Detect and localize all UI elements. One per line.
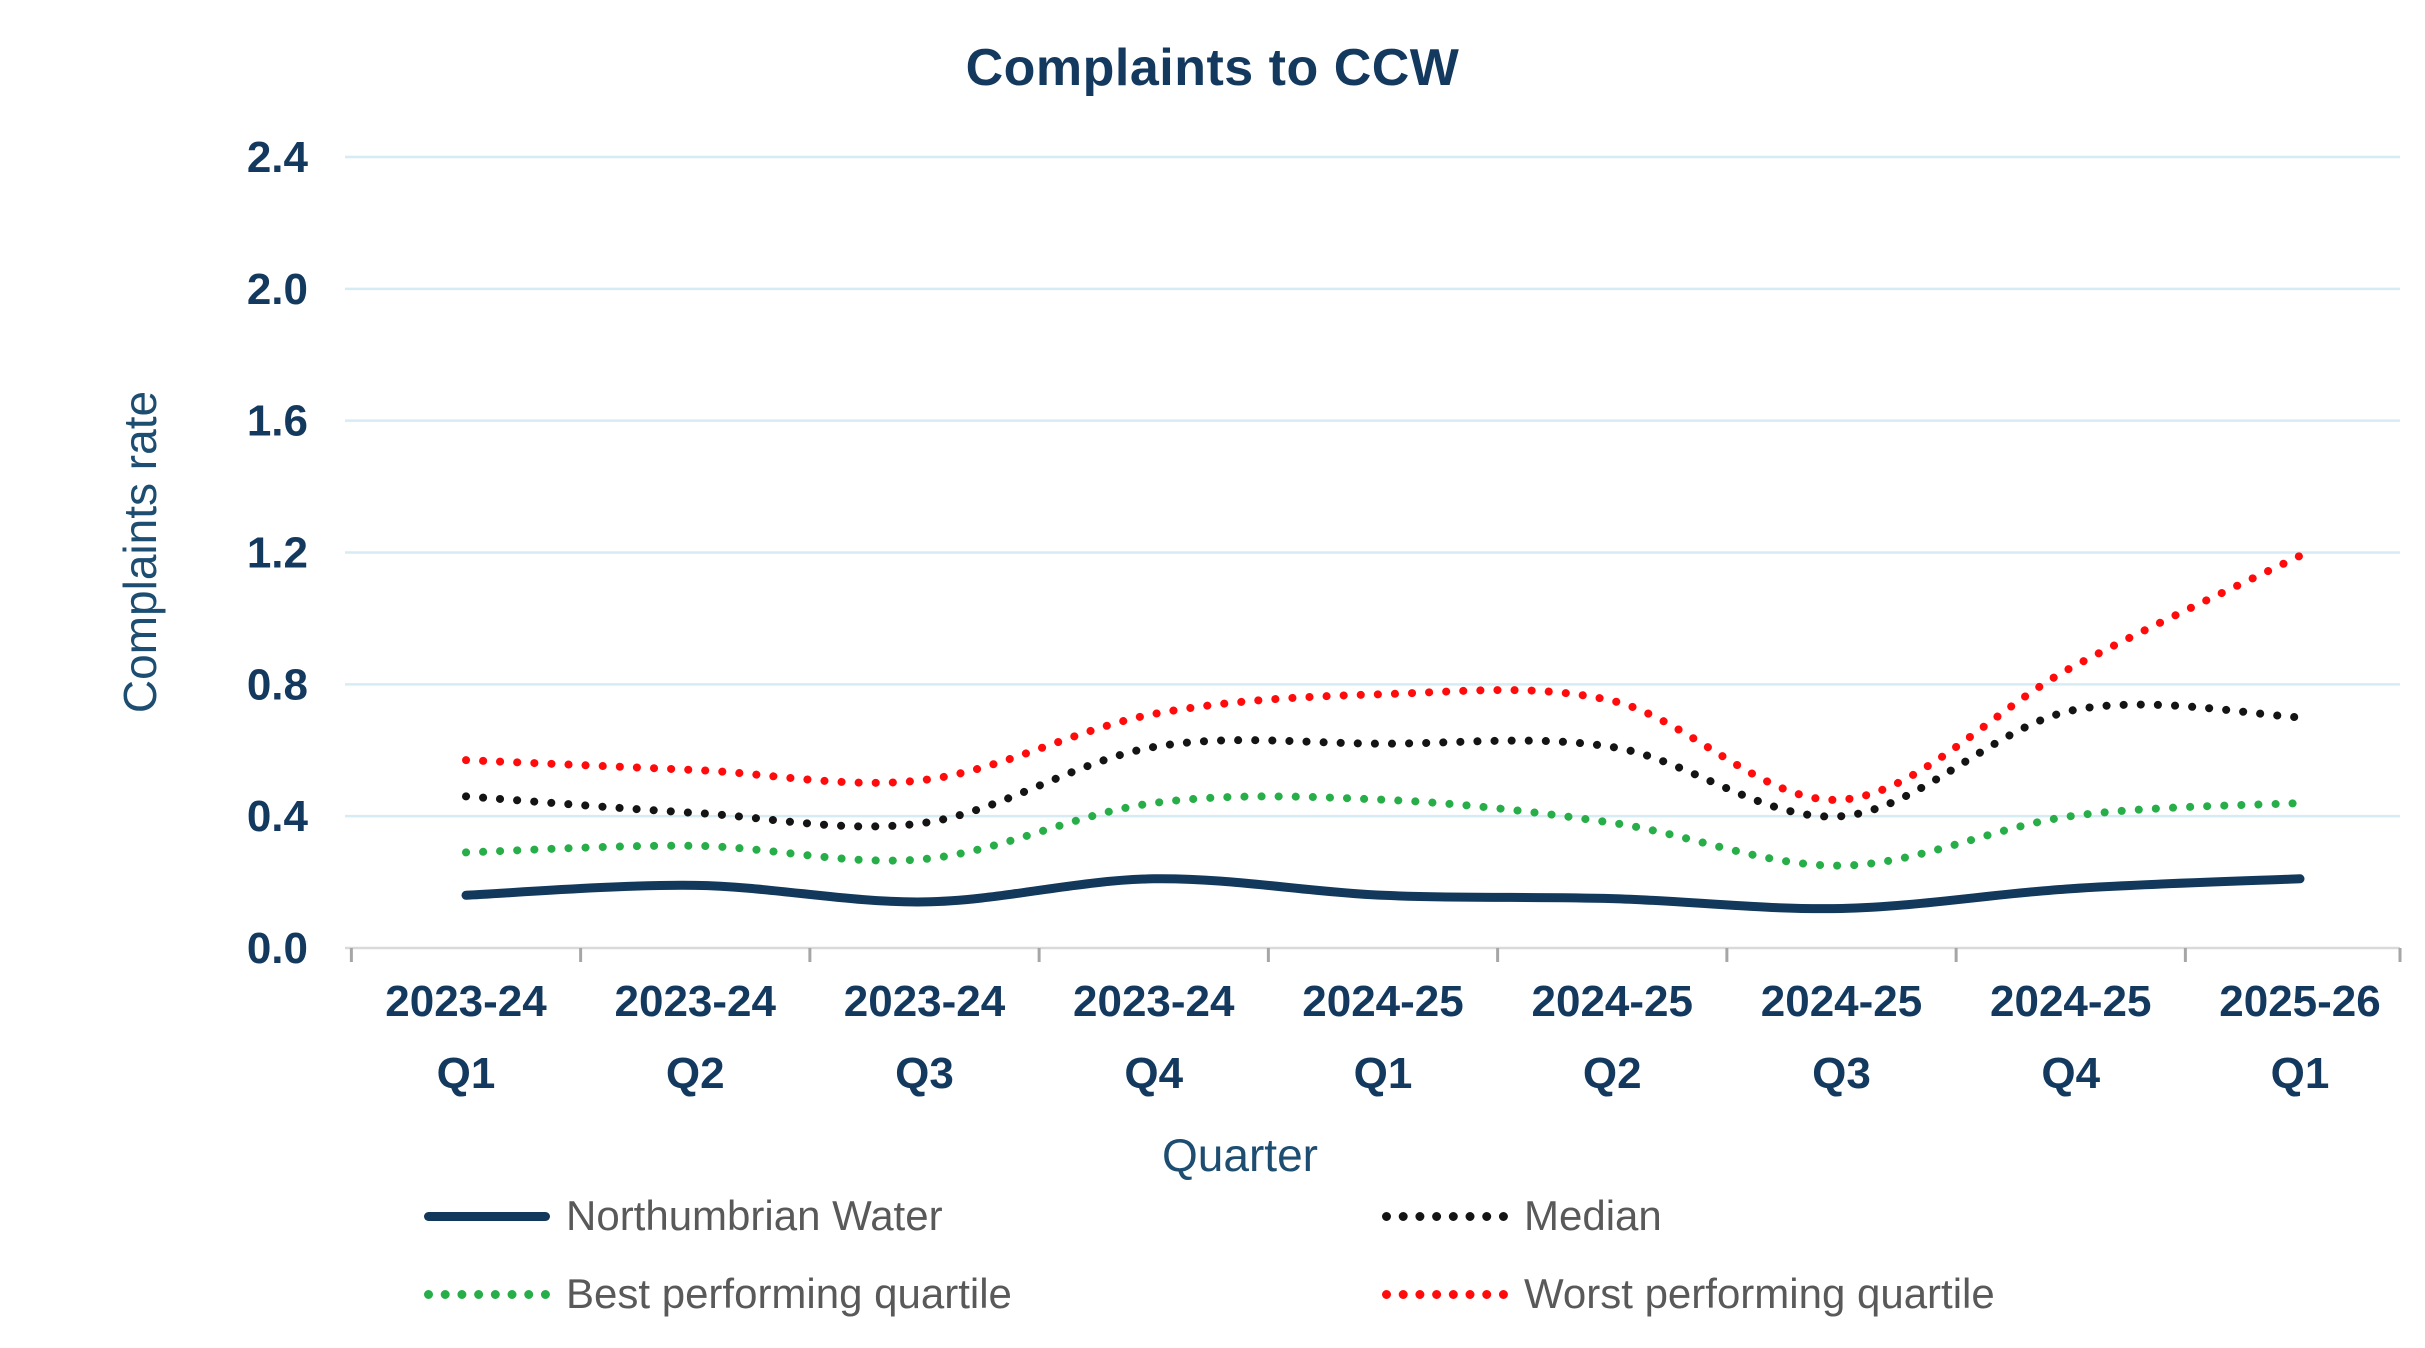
x-tick-label-year: 2023-24 xyxy=(615,977,777,1026)
chart-legend: Northumbrian Water Median Best performing … xyxy=(424,1192,1995,1318)
x-tick-label-year: 2025-26 xyxy=(2219,977,2380,1026)
x-tick-label-quarter: Q1 xyxy=(2271,1049,2330,1098)
legend-marker-solid xyxy=(424,1211,550,1221)
x-tick-label-quarter: Q4 xyxy=(2041,1049,2100,1098)
y-tick-label: 2.0 xyxy=(247,265,308,314)
legend-marker-dotted xyxy=(1382,1289,1508,1299)
y-tick-label: 1.6 xyxy=(247,397,308,446)
legend-item-best-performing-quartile: Best performing quartile xyxy=(424,1270,1382,1318)
legend-marker-dotted xyxy=(1382,1211,1508,1221)
x-tick-label-year: 2024-25 xyxy=(1532,977,1693,1026)
series-line-northumbrian-water xyxy=(461,874,2305,914)
legend-item-worst-performing-quartile: Worst performing quartile xyxy=(1382,1270,1995,1318)
y-tick-label: 0.4 xyxy=(247,792,309,841)
x-tick-label-quarter: Q3 xyxy=(1812,1049,1871,1098)
x-tick-label-quarter: Q1 xyxy=(437,1049,496,1098)
complaints-line-chart: 0.0 0.4 0.8 1.2 1.6 2.0 2.4 2023-24 Q1 2023-24 Q2 2… xyxy=(247,133,2402,1098)
legend-item-median: Median xyxy=(1382,1192,1995,1240)
x-tick-label-year: 2023-24 xyxy=(1073,977,1235,1026)
series-line-median xyxy=(462,700,2304,831)
legend-label: Median xyxy=(1524,1192,1662,1239)
series-line-best-performing-quartile xyxy=(462,792,2304,870)
legend-label: Worst performing quartile xyxy=(1524,1270,1995,1317)
legend-label: Best performing quartile xyxy=(566,1270,1012,1317)
x-tick-label-quarter: Q2 xyxy=(666,1049,725,1098)
x-tick-label-quarter: Q2 xyxy=(1583,1049,1642,1098)
y-tick-label: 0.0 xyxy=(247,924,308,973)
legend-marker-dotted xyxy=(424,1289,550,1299)
x-tick-label-year: 2024-25 xyxy=(1761,977,1922,1026)
legend-label: Northumbrian Water xyxy=(566,1192,943,1239)
y-tick-label: 0.8 xyxy=(247,660,308,709)
x-tick-label-year: 2024-25 xyxy=(1302,977,1463,1026)
x-tick-label-quarter: Q1 xyxy=(1354,1049,1413,1098)
x-tick-label-year: 2023-24 xyxy=(844,977,1006,1026)
x-tick-label-year: 2023-24 xyxy=(385,977,547,1026)
x-tick-label-year: 2024-25 xyxy=(1990,977,2151,1026)
x-axis-title: Quarter xyxy=(1162,1129,1318,1181)
x-tick-label-quarter: Q4 xyxy=(1124,1049,1183,1098)
series-line-worst-performing-quartile xyxy=(462,551,2304,804)
y-tick-label: 1.2 xyxy=(247,529,308,578)
x-tick-label-quarter: Q3 xyxy=(895,1049,954,1098)
y-tick-label: 2.4 xyxy=(247,133,309,182)
legend-item-northumbrian-water: Northumbrian Water xyxy=(424,1192,1382,1240)
